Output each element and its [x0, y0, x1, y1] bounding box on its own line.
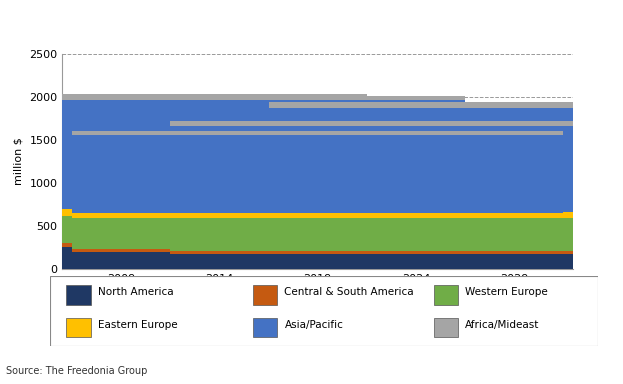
Text: Freedonia: Freedonia — [520, 28, 589, 41]
Bar — [269, 210, 623, 248]
Bar — [0, 212, 465, 243]
Bar — [0, 100, 465, 207]
Bar — [0, 99, 367, 209]
Bar — [170, 212, 623, 218]
Bar — [72, 252, 563, 269]
Bar — [0, 207, 465, 212]
Bar — [72, 131, 563, 135]
Bar — [72, 213, 563, 218]
FancyBboxPatch shape — [50, 276, 598, 346]
Bar — [253, 285, 277, 305]
Bar — [269, 102, 623, 108]
Bar — [0, 209, 367, 216]
Bar — [66, 285, 91, 305]
Bar — [434, 285, 459, 305]
Bar — [0, 216, 367, 238]
Bar — [253, 318, 277, 337]
Bar — [434, 318, 459, 337]
Bar — [72, 135, 563, 213]
Bar — [0, 247, 465, 269]
Text: Western Europe: Western Europe — [465, 287, 548, 297]
Bar — [170, 126, 623, 212]
Bar — [170, 121, 623, 126]
Y-axis label: million $: million $ — [14, 137, 24, 185]
Bar — [269, 108, 623, 204]
Text: Central & South America: Central & South America — [285, 287, 414, 297]
Bar — [269, 252, 623, 269]
Bar — [170, 254, 623, 269]
Bar — [66, 318, 91, 337]
Bar — [170, 251, 623, 254]
Bar — [0, 94, 367, 99]
Bar — [0, 96, 465, 100]
Text: North America: North America — [98, 287, 174, 297]
Text: Asia/Pacific: Asia/Pacific — [285, 320, 343, 330]
Bar — [0, 238, 367, 242]
Bar — [72, 218, 563, 250]
Text: Eastern Europe: Eastern Europe — [98, 320, 178, 330]
Bar — [269, 248, 623, 252]
Bar — [0, 242, 367, 269]
Text: Africa/Mideast: Africa/Mideast — [465, 320, 540, 330]
Bar — [170, 218, 623, 251]
Bar — [72, 250, 563, 252]
Bar — [269, 204, 623, 210]
Bar — [0, 243, 465, 247]
Text: Global Refrigerated Vending Machine Demand by Region, 2009 – 2029 (million dolla: Global Refrigerated Vending Machine Dema… — [6, 17, 581, 30]
Text: Source: The Freedonia Group: Source: The Freedonia Group — [6, 366, 148, 376]
